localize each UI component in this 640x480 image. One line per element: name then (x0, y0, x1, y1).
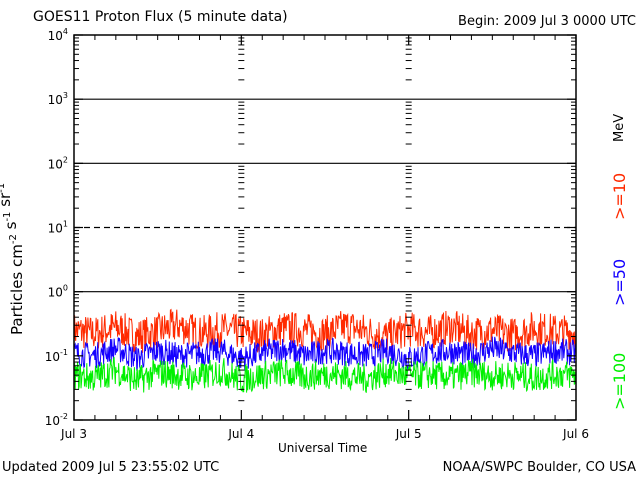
grid-layer (74, 98, 576, 293)
y-tick-label: 10-2 (45, 412, 68, 428)
y-tick-label: 100 (48, 284, 68, 300)
y-tick-label: 103 (48, 91, 68, 107)
y-tick-label: 104 (48, 27, 68, 43)
y-tick-label: 102 (48, 155, 68, 171)
x-axis-label: Universal Time (278, 441, 368, 455)
series-line (73, 336, 577, 371)
axis-layer: 10-2 10-1 100 101 102 103 104 Jul 3 Jul 4 Jul 5 Ju… (0, 27, 589, 441)
legend-ge50: >=50 (610, 258, 629, 306)
begin-time: Begin: 2009 Jul 3 0000 UTC (458, 14, 636, 29)
legend-units: MeV (612, 113, 627, 142)
legend-ge10: >=10 (610, 172, 629, 220)
updated-timestamp: Updated 2009 Jul 5 23:55:02 UTC (2, 460, 220, 475)
x-tick-label: Jul 5 (395, 427, 422, 441)
x-tick-label: Jul 6 (562, 427, 589, 441)
x-tick-label: Jul 3 (60, 427, 87, 441)
y-tick-label: 10-1 (45, 348, 68, 364)
x-tick-label: Jul 4 (227, 427, 254, 441)
chart-title: GOES11 Proton Flux (5 minute data) (33, 9, 288, 25)
series-line (73, 356, 577, 393)
y-axis-label: Particles cm-2 s-1 sr-1 (0, 183, 26, 335)
series-layer (73, 308, 577, 393)
series-line (73, 308, 577, 354)
legend-ge100: >=100 (610, 352, 629, 410)
data-source: NOAA/SWPC Boulder, CO USA (442, 460, 636, 475)
y-tick-label: 101 (48, 220, 68, 236)
